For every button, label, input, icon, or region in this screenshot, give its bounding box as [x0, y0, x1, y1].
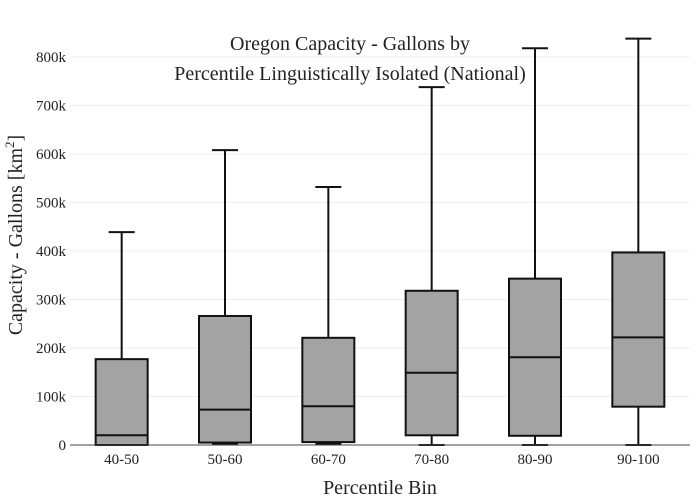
y-axis-ticks: 0 100k 200k 300k 400k 500k 600k 700k 800k [36, 50, 67, 454]
x-tick-label: 90-100 [617, 452, 660, 468]
chart-title-line-1: Oregon Capacity - Gallons by [230, 33, 470, 55]
iqr-box [301, 336, 356, 444]
y-tick-label: 300k [36, 293, 67, 309]
y-axis-unit-superscript: 2 [2, 141, 17, 148]
box-60-70 [301, 185, 356, 445]
box-70-80 [404, 86, 459, 446]
y-tick-label: 100k [36, 390, 67, 406]
y-tick-label: 600k [36, 147, 67, 163]
box-40-50 [94, 231, 149, 446]
iqr-box [404, 289, 459, 437]
y-tick-label: 500k [36, 196, 67, 212]
x-axis-title: Percentile Bin [323, 477, 437, 499]
iqr-box [198, 314, 252, 444]
iqr-box [611, 251, 666, 408]
y-tick-label: 700k [36, 99, 67, 115]
y-tick-label: 200k [36, 341, 67, 357]
x-tick-label: 50-60 [208, 452, 243, 468]
iqr-box [94, 358, 149, 446]
box-80-90 [508, 47, 562, 446]
x-tick-label: 80-90 [518, 452, 553, 468]
box-90-100 [611, 37, 666, 446]
y-axis-title-text: Capacity - Gallons [5, 185, 27, 335]
x-axis-ticks: 40-50 50-60 60-70 70-80 80-90 90-100 [104, 452, 659, 468]
grid-lines [70, 56, 690, 397]
x-tick-label: 70-80 [414, 452, 449, 468]
y-tick-label: 400k [36, 244, 67, 260]
y-axis-unit-end: ] [5, 135, 27, 142]
y-tick-label: 0 [59, 438, 67, 454]
y-axis-unit: [km [5, 148, 27, 186]
y-axis-title: Capacity - Gallons [km2] [2, 135, 27, 335]
box-series [94, 37, 666, 446]
box-50-60 [198, 149, 252, 445]
chart-title-line-2: Percentile Linguistically Isolated (Nati… [174, 63, 526, 85]
x-tick-label: 60-70 [311, 452, 346, 468]
x-tick-label: 40-50 [104, 452, 139, 468]
y-tick-label: 800k [36, 50, 67, 66]
